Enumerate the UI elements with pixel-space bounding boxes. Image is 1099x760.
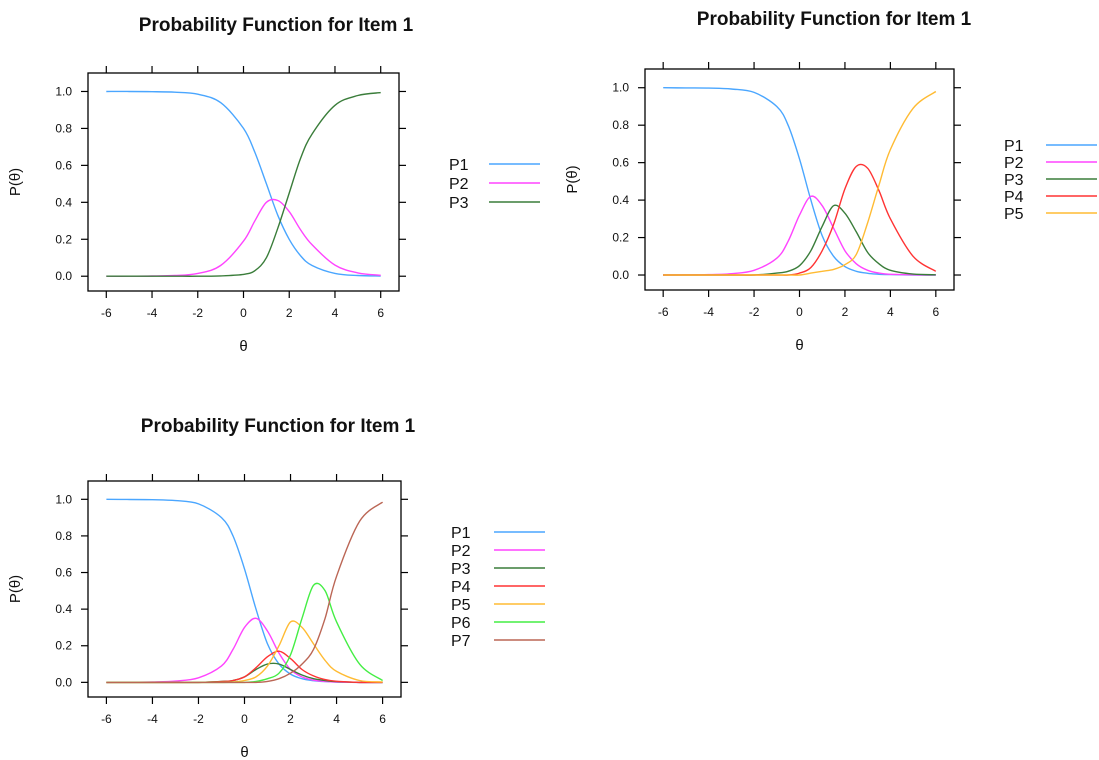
x-tick-label: -4	[147, 712, 158, 726]
x-axis-label: θ	[795, 337, 803, 354]
y-tick-label: 0.2	[612, 231, 629, 245]
series-line-p3	[106, 662, 383, 684]
y-axis-label: P(θ)	[7, 168, 24, 196]
y-tick-label: 0.8	[55, 529, 72, 543]
x-tick-label: 2	[286, 306, 293, 320]
plot-frame	[644, 68, 955, 291]
legend-label-p1: P1	[449, 157, 469, 174]
y-tick-label: 0.6	[55, 566, 72, 580]
y-tick-label: 0.0	[612, 268, 629, 282]
legend-label-p3: P3	[449, 195, 469, 212]
legend-label-p5: P5	[1004, 206, 1024, 223]
x-tick-label: -4	[703, 305, 714, 319]
chart-title: Probability Function for Item 1	[697, 9, 972, 30]
x-tick-label: -6	[101, 712, 112, 726]
x-axis-label: θ	[239, 338, 247, 355]
legend-label-p2: P2	[1004, 155, 1024, 172]
y-axis-label: P(θ)	[564, 165, 581, 193]
y-axis-label: P(θ)	[7, 575, 24, 603]
legend-label-p2: P2	[449, 176, 469, 193]
y-tick-label: 0.0	[55, 269, 72, 283]
y-tick-label: 1.0	[55, 492, 72, 506]
x-tick-label: 2	[842, 305, 849, 319]
legend-label-p3: P3	[1004, 172, 1024, 189]
legend-label-p1: P1	[451, 525, 471, 542]
x-tick-label: 4	[333, 712, 340, 726]
y-tick-label: 0.6	[612, 156, 629, 170]
x-tick-label: -6	[658, 305, 669, 319]
x-axis-label: θ	[240, 744, 248, 760]
x-tick-label: 0	[241, 712, 248, 726]
legend-label-p4: P4	[451, 579, 471, 596]
x-tick-label: -6	[101, 306, 112, 320]
y-tick-label: 1.0	[55, 84, 72, 98]
series-line-p2	[106, 617, 383, 684]
legend-label-p4: P4	[1004, 189, 1024, 206]
series-line-p4	[106, 650, 383, 684]
series-line-p1	[663, 87, 936, 276]
series-line-p7	[106, 501, 384, 684]
legend-label-p3: P3	[451, 561, 471, 578]
chart-title: Probability Function for Item 1	[139, 15, 414, 36]
x-tick-label: -2	[192, 306, 203, 320]
legend-label-p7: P7	[451, 633, 471, 650]
legend-label-p6: P6	[451, 615, 471, 632]
x-tick-label: 0	[796, 305, 803, 319]
plot-frame	[87, 480, 402, 698]
y-tick-label: 0.4	[55, 195, 72, 209]
y-tick-label: 0.4	[55, 602, 72, 616]
plot-frame	[87, 72, 400, 292]
y-tick-label: 0.4	[612, 193, 629, 207]
x-tick-label: 6	[377, 306, 384, 320]
chart-panel-3: Probability Function for Item 1 -6 -4 -2 0 2 4…	[7, 416, 545, 760]
x-tick-label: -2	[749, 305, 760, 319]
x-tick-label: 6	[932, 305, 939, 319]
chart-panel-1: Probability Function for Item 1 -6 -4 -2 0 2 4…	[7, 15, 540, 355]
x-tick-label: 4	[887, 305, 894, 319]
x-tick-label: 0	[240, 306, 247, 320]
series-line-p2	[106, 198, 381, 277]
chart-title: Probability Function for Item 1	[141, 416, 416, 437]
y-tick-label: 0.8	[55, 121, 72, 135]
legend-label-p5: P5	[451, 597, 471, 614]
x-tick-label: 4	[332, 306, 339, 320]
y-tick-label: 0.2	[55, 639, 72, 653]
x-tick-label: -2	[193, 712, 204, 726]
series-line-p5	[663, 90, 937, 276]
legend-label-p2: P2	[451, 543, 471, 560]
y-tick-label: 0.0	[55, 675, 72, 689]
series-line-p1	[106, 498, 383, 684]
x-tick-label: 6	[379, 712, 386, 726]
y-tick-label: 0.8	[612, 118, 629, 132]
y-tick-label: 1.0	[612, 81, 629, 95]
y-tick-label: 0.2	[55, 232, 72, 246]
legend-label-p1: P1	[1004, 138, 1024, 155]
chart-panel-2: Probability Function for Item 1 -6 -4 -2 0 2 4…	[564, 9, 1097, 354]
series-line-p2	[663, 195, 936, 276]
series-line-p1	[106, 90, 381, 277]
y-tick-label: 0.6	[55, 158, 72, 172]
series-line-p4	[663, 163, 937, 276]
series-line-p6	[106, 582, 384, 684]
x-tick-label: 2	[287, 712, 294, 726]
series-line-p3	[106, 91, 381, 277]
x-tick-label: -4	[147, 306, 158, 320]
